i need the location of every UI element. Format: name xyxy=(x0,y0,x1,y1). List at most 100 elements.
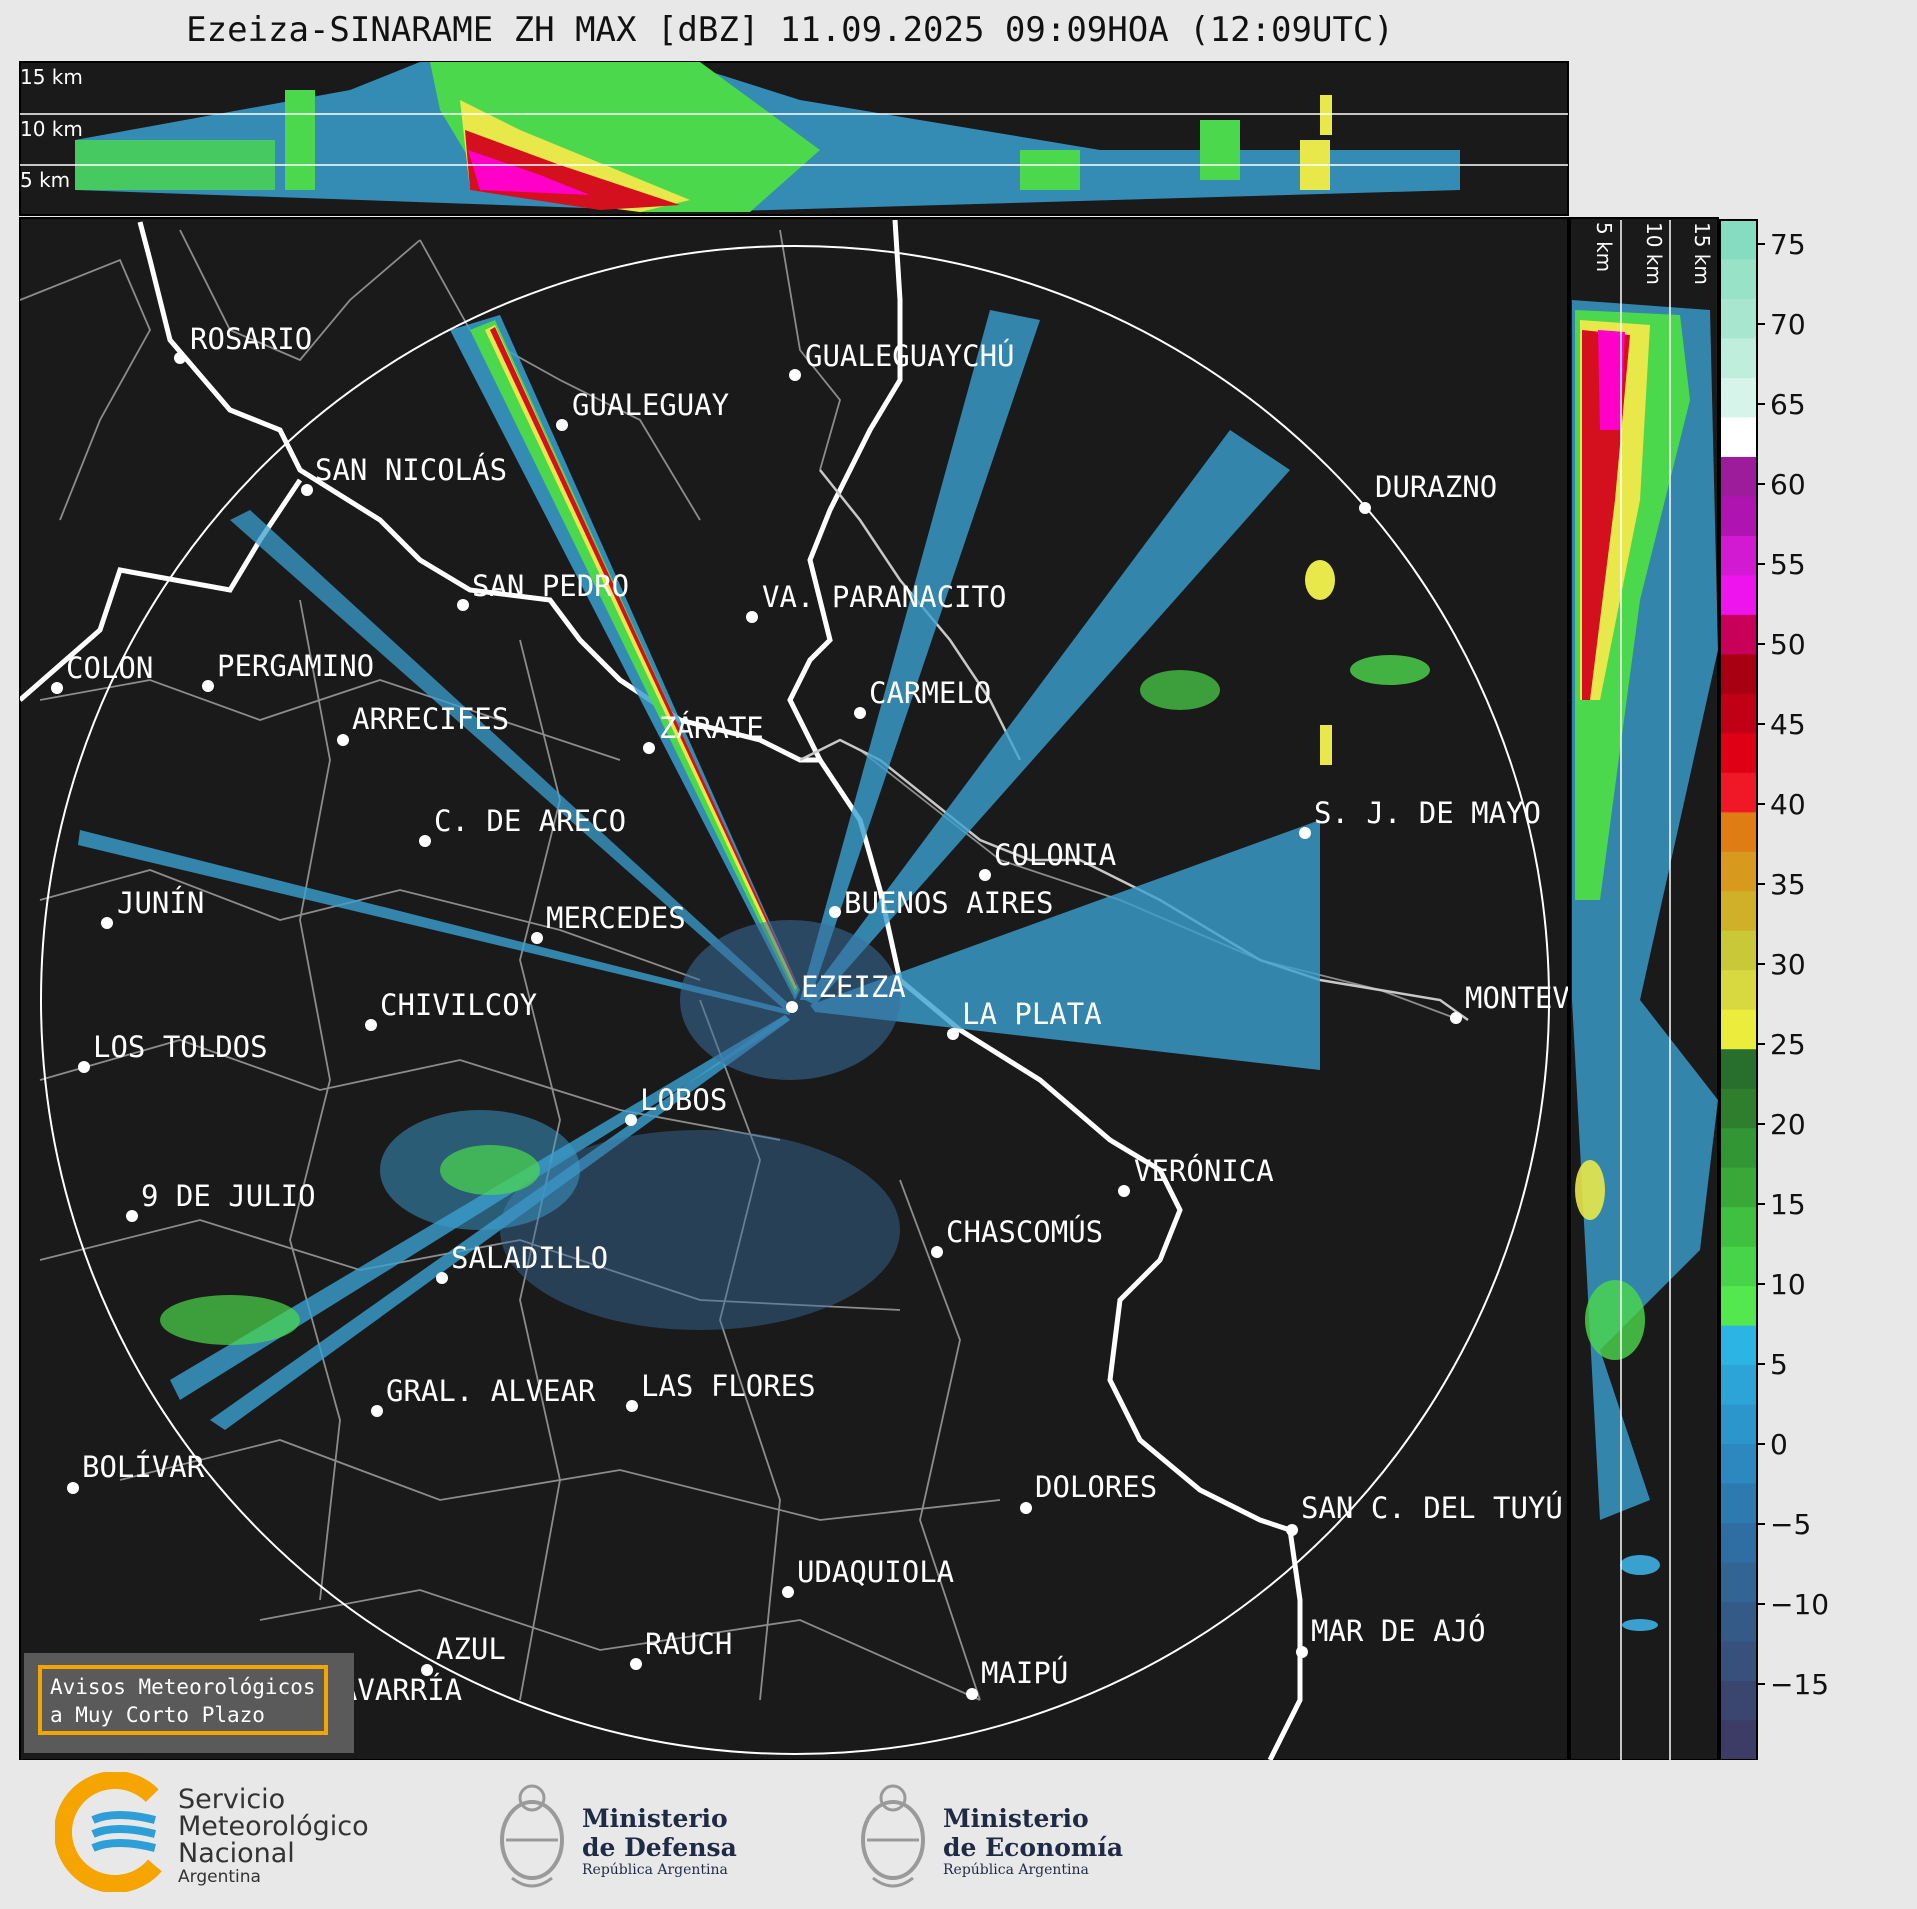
colorbar-step xyxy=(1720,851,1757,892)
top-height-label-10: 10 km xyxy=(20,117,83,141)
svg-text:RAUCH: RAUCH xyxy=(645,1627,732,1661)
alert-line-1: Avisos Meteorológicos xyxy=(50,1675,316,1699)
svg-text:MERCEDES: MERCEDES xyxy=(546,901,686,935)
svg-text:LA PLATA: LA PLATA xyxy=(962,997,1102,1031)
smn-logo: Servicio Meteorológico Nacional Argentin… xyxy=(55,1760,395,1909)
city-ezeiza: EZEIZA xyxy=(786,970,906,1013)
city-montevideo: MONTEV xyxy=(1450,981,1570,1024)
alert-badge[interactable]: Avisos Meteorológicos a Muy Corto Plazo xyxy=(24,1653,354,1753)
svg-text:C. DE ARECO: C. DE ARECO xyxy=(434,804,626,838)
colorbar-step xyxy=(1720,614,1757,655)
side-height-label-5: 5 km xyxy=(1592,222,1616,272)
colorbar-step xyxy=(1720,338,1757,379)
colorbar-tick-label: 40 xyxy=(1770,788,1806,821)
svg-text:GUALEGUAY: GUALEGUAY xyxy=(572,388,729,422)
defensa-line-3: República Argentina xyxy=(582,1862,728,1878)
colorbar-step xyxy=(1720,1207,1757,1248)
city-mar-de-ajo: MAR DE AJÓ xyxy=(1296,1614,1486,1658)
colorbar-step xyxy=(1720,1404,1757,1445)
coat-of-arms-icon xyxy=(500,1784,564,1888)
colorbar-step xyxy=(1720,259,1757,300)
smn-emblem-icon xyxy=(55,1772,175,1892)
coat-of-arms-icon xyxy=(861,1784,925,1888)
city-rauch: RAUCH xyxy=(630,1627,732,1670)
colorbar-tick-label: 35 xyxy=(1770,868,1806,901)
colorbar-step xyxy=(1720,1444,1757,1485)
city-durazno: DURAZNO xyxy=(1359,470,1497,514)
city-rosario: ROSARIO xyxy=(174,322,312,364)
colorbar-step xyxy=(1720,693,1757,734)
city-mercedes: MERCEDES xyxy=(531,901,686,944)
colorbar-step xyxy=(1720,733,1757,774)
smn-line-3: Nacional xyxy=(178,1838,295,1869)
city-colon: COLON xyxy=(51,651,153,694)
colorbar-step xyxy=(1720,1049,1757,1090)
colorbar-tick-label: 20 xyxy=(1770,1108,1806,1141)
colorbar-tick-label: 50 xyxy=(1770,628,1806,661)
city-maipu: MAIPÚ xyxy=(966,1656,1068,1700)
svg-text:SAN PEDRO: SAN PEDRO xyxy=(472,569,629,603)
svg-text:S. J. DE MAYO: S. J. DE MAYO xyxy=(1314,796,1541,830)
svg-text:DURAZNO: DURAZNO xyxy=(1375,470,1497,504)
smn-line-4: Argentina xyxy=(178,1867,261,1887)
city-arrecifes: ARRECIFES xyxy=(337,702,509,746)
defensa-line-1: Ministerio xyxy=(582,1804,728,1833)
svg-text:COLONIA: COLONIA xyxy=(994,838,1116,872)
svg-text:SAN NICOLÁS: SAN NICOLÁS xyxy=(315,453,507,487)
city-sj-de-mayo: S. J. DE MAYO xyxy=(1299,796,1541,839)
colorbar-tick-label: 0 xyxy=(1770,1428,1788,1461)
colorbar-tick-label: 10 xyxy=(1770,1268,1806,1301)
range-ring xyxy=(40,245,1550,1755)
colorbar-step xyxy=(1720,970,1757,1011)
svg-text:DOLORES: DOLORES xyxy=(1035,1470,1157,1504)
colorbar-step xyxy=(1720,772,1757,813)
admin-borders xyxy=(20,229,1461,1701)
city-va-paranacito: VA. PARANACITO xyxy=(746,580,1006,623)
colorbar-tick-label: 15 xyxy=(1770,1188,1806,1221)
svg-text:VA. PARANACITO: VA. PARANACITO xyxy=(762,580,1006,614)
svg-text:CHIVILCOY: CHIVILCOY xyxy=(380,988,537,1022)
city-azul: AZUL xyxy=(421,1632,506,1676)
colorbar-tick-label: 5 xyxy=(1770,1348,1788,1381)
footer: Servicio Meteorológico Nacional Argentin… xyxy=(0,1760,1917,1909)
city-chascomus: CHASCOMÚS xyxy=(931,1215,1103,1258)
colorbar-step xyxy=(1720,417,1757,458)
svg-text:PERGAMINO: PERGAMINO xyxy=(217,649,374,683)
svg-text:SALADILLO: SALADILLO xyxy=(451,1241,608,1275)
svg-text:MAR DE AJÓ: MAR DE AJÓ xyxy=(1311,1614,1486,1648)
colorbar-step xyxy=(1720,298,1757,340)
colorbar-tick-label: 25 xyxy=(1770,1028,1806,1061)
city-lobos: LOBOS xyxy=(625,1083,727,1126)
svg-text:MONTEV: MONTEV xyxy=(1465,981,1570,1015)
defensa-logo: Ministerio de Defensa República Argentin… xyxy=(492,1760,752,1909)
smn-line-1: Servicio xyxy=(178,1784,286,1815)
colorbar-tick-label: 55 xyxy=(1770,548,1806,581)
colorbar-tick-label: 60 xyxy=(1770,468,1806,501)
defensa-line-2: de Defensa xyxy=(582,1833,737,1862)
colorbar-step xyxy=(1720,220,1757,261)
city-san-pedro: SAN PEDRO xyxy=(457,569,629,611)
radar-echoes xyxy=(78,310,1430,1430)
colorbar-step xyxy=(1720,535,1757,576)
city-gualeguay: GUALEGUAY xyxy=(556,388,729,431)
colorbar-step xyxy=(1720,1681,1757,1722)
svg-text:LAS FLORES: LAS FLORES xyxy=(641,1369,816,1403)
svg-text:SAN C. DEL TUYÚ: SAN C. DEL TUYÚ xyxy=(1301,1491,1563,1525)
colorbar-step xyxy=(1720,891,1757,932)
city-zarate: ZÁRATE xyxy=(643,711,764,754)
city-veronica: VERÓNICA xyxy=(1118,1154,1274,1197)
colorbar-step xyxy=(1720,456,1757,498)
colorbar-step xyxy=(1720,1088,1757,1129)
svg-text:CARMELO: CARMELO xyxy=(869,676,991,710)
city-9-de-julio: 9 DE JULIO xyxy=(126,1179,316,1222)
colorbar-tick-label: −5 xyxy=(1770,1508,1811,1541)
svg-text:9 DE JULIO: 9 DE JULIO xyxy=(141,1179,316,1213)
colorbar-step xyxy=(1720,575,1757,616)
colorbar-step xyxy=(1720,1009,1757,1050)
colorbar-step xyxy=(1720,930,1757,971)
colorbar-step xyxy=(1720,496,1757,537)
smn-line-2: Meteorológico xyxy=(178,1811,369,1842)
colorbar xyxy=(1720,220,1757,1761)
colorbar-step xyxy=(1720,1641,1757,1682)
colorbar-tick-label: 30 xyxy=(1770,948,1806,981)
